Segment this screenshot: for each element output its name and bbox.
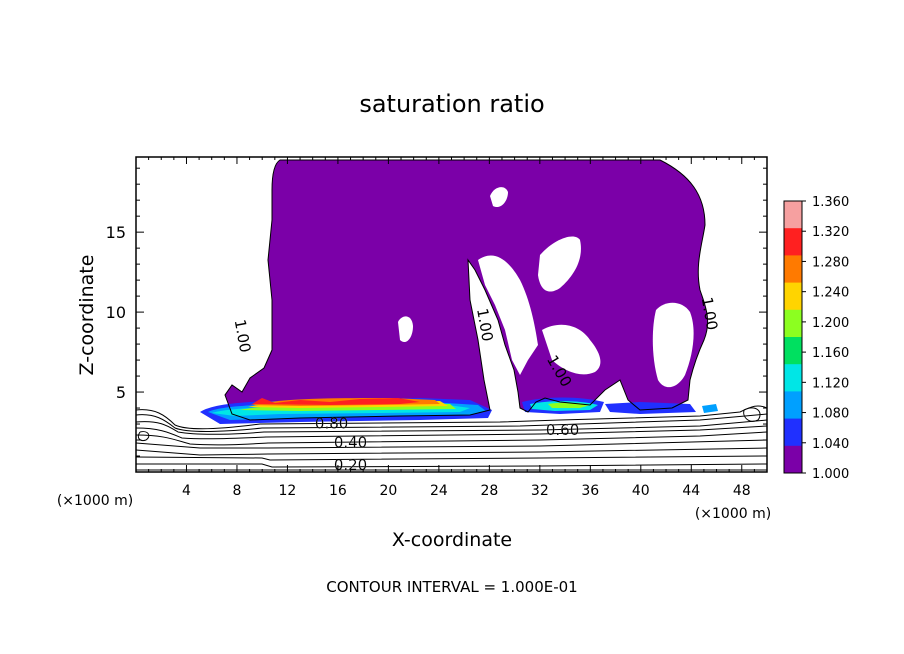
colorbar-swatch [784,255,802,284]
colorbar: 1.360 1.320 1.280 1.240 1.200 1.160 1.120 1.080… [783,195,849,482]
x-tick-label: 28 [480,483,498,499]
contour-1.00 [224,159,709,421]
colorbar-swatch [784,445,802,474]
clear-hole [490,187,508,208]
contour-lines [136,405,767,471]
plot-field: 1.00 1.001.001.000.80 0.600.400.20 [136,159,767,474]
colorbar-tick-label: 1.200 [812,316,849,331]
contour-line [136,447,767,456]
colorbar-tick-label: 1.160 [812,346,849,361]
contour-label: 0.40 [334,434,367,452]
contour-line [136,413,767,432]
contour-line [136,419,767,435]
colorbar-tick-label: 1.240 [812,286,849,301]
y-tick-label: 5 [116,383,126,402]
contour-label: 1.00 [473,307,497,343]
chart-title: saturation ratio [359,90,544,118]
x-tick-label: 40 [632,483,650,499]
clear-hole [542,324,601,375]
contour-line [136,439,767,449]
contour-labels: 1.00 1.001.001.000.80 0.600.400.20 [231,296,722,474]
x-tick-label: 16 [329,483,347,499]
colorbar-tick-label: 1.320 [812,225,849,240]
contour-line [743,407,761,422]
contour-line [136,463,767,468]
contour-label: 1.00 [231,318,255,354]
supersaturation-band [702,404,718,413]
clear-hole [478,255,538,375]
contour-line [137,431,150,441]
contour-interval-note: CONTOUR INTERVAL = 1.000E-01 [326,578,577,596]
colorbar-tick-label: 1.040 [812,437,849,452]
clear-hole [652,302,694,388]
x-tick-label: 44 [682,483,700,499]
y-axis: 5 10 15 [106,167,767,457]
y-tick-label: 15 [106,223,126,242]
x-axis-label: X-coordinate [392,529,512,551]
clear-hole [398,316,413,343]
contour-line [136,425,767,440]
saturated-region [225,160,708,420]
colorbar-tick-label: 1.280 [812,255,849,270]
colorbar-swatch [784,228,802,256]
colorbar-tick-label: 1.080 [812,407,849,422]
contour-label: 0.60 [546,421,579,439]
colorbar-tick-label: 1.120 [812,376,849,391]
colorbar-swatch [784,391,802,420]
contour-label: 0.20 [334,456,367,474]
colorbar-swatch [784,337,802,365]
x-tick-label: 8 [232,483,241,499]
x-unit-left: (×1000 m) [57,493,133,509]
contour-line [136,431,767,446]
colorbar-frame [783,200,803,474]
x-tick-label: 24 [430,483,448,499]
colorbar-swatch [784,309,802,338]
y-axis-label: Z-coordinate [76,255,98,376]
contour-label: 1.00 [698,296,722,332]
x-tick-label: 20 [379,483,397,499]
y-tick-label: 10 [106,303,126,322]
colorbar-tick-label: 1.360 [812,195,849,210]
contour-line [136,405,767,430]
x-unit-right: (×1000 m) [695,506,771,522]
x-tick-label: 48 [733,483,751,499]
colorbar-swatch [784,201,802,229]
contour-line [136,455,767,461]
x-tick-label: 12 [279,483,297,499]
x-tick-label: 32 [531,483,549,499]
supersaturation-band [252,398,420,405]
colorbar-tick-label: 1.000 [812,467,849,482]
supersaturation-band [605,402,696,414]
colorbar-swatch [784,364,802,392]
colorbar-swatch [784,282,802,311]
clear-hole [538,236,581,292]
colorbar-swatch [784,418,802,447]
x-axis: 4 8 12 16 20 24 28 32 36 40 44 48 [148,157,755,499]
x-tick-label: 36 [581,483,599,499]
x-tick-label: 4 [182,483,191,499]
contour-label: 0.80 [315,415,348,433]
